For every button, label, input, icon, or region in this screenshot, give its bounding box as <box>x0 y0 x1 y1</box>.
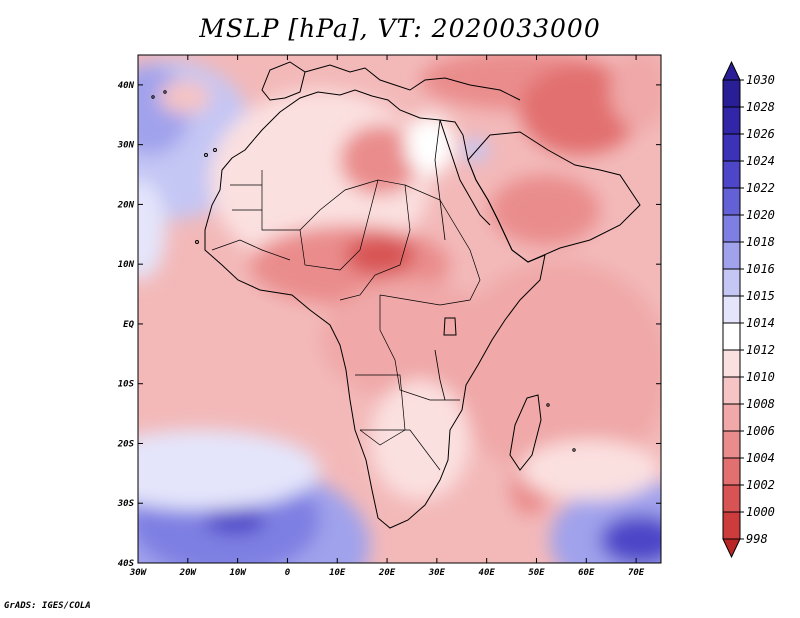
latitude-axis: 40N 30N 20N 10N EQ 10S 20S 30S 40S <box>117 81 661 569</box>
colorbar-max-arrow <box>722 60 741 81</box>
lon-tick-label: 20W <box>179 568 198 578</box>
colorbar-swatch <box>722 376 741 405</box>
lon-tick-label: 20E <box>378 568 396 578</box>
colorbar-swatch <box>722 241 741 270</box>
colorbar-swatch <box>722 430 741 459</box>
lon-tick-label: 50E <box>528 568 545 578</box>
lon-tick-label: 30W <box>129 568 148 578</box>
colorbar-swatch <box>722 268 741 297</box>
lat-tick-label: 40N <box>118 81 135 91</box>
colorbar-label: 1010 <box>746 370 775 384</box>
pressure-field <box>138 55 661 563</box>
colorbar-label: 1022 <box>746 181 775 195</box>
colorbar-label: 1024 <box>746 154 775 168</box>
colorbar-label: 1018 <box>746 235 775 249</box>
colorbar-swatch <box>722 322 741 351</box>
colorbar-swatch <box>722 214 741 243</box>
colorbar: 1030 1028 1026 1024 1022 1020 1018 1016 1015 1014… <box>722 60 775 559</box>
colorbar-swatch <box>722 511 741 540</box>
colorbar-label: 1002 <box>746 478 775 492</box>
colorbar-label: 1012 <box>746 343 775 357</box>
colorbar-label: 1030 <box>746 73 775 87</box>
lon-tick-label: 30E <box>428 568 446 578</box>
colorbar-min-arrow <box>722 538 741 559</box>
lat-tick-label: 20N <box>117 200 135 210</box>
lat-tick-label: 10S <box>118 380 135 390</box>
colorbar-swatch <box>722 457 741 486</box>
colorbar-swatch <box>722 484 741 513</box>
colorbar-swatch <box>722 133 741 162</box>
colorbar-swatch <box>722 403 741 432</box>
map-frame <box>137 54 662 564</box>
lat-tick-label: 30S <box>117 499 135 509</box>
lon-tick-label: 10E <box>329 568 346 578</box>
pressure-map <box>138 55 661 563</box>
colorbar-label: 1028 <box>746 100 775 114</box>
lon-tick-label: 70E <box>628 568 645 578</box>
colorbar-label: 1006 <box>746 424 775 438</box>
colorbar-swatch <box>722 160 741 189</box>
colorbar-label: 1008 <box>746 397 775 411</box>
colorbar-label: 1026 <box>746 127 775 141</box>
credit-text: GrADS: IGES/COLA <box>4 601 91 611</box>
colorbar-label: 1004 <box>746 451 775 465</box>
colorbar-swatch <box>722 349 741 378</box>
longitude-axis: 30W 20W 10W 0 10E 20E 30E 40E 50E 60E 70E <box>129 55 645 578</box>
lon-tick-label: 60E <box>578 568 595 578</box>
colorbar-swatch <box>722 79 741 108</box>
map-title: MSLP [hPa], VT: 2020033000 <box>199 14 601 43</box>
coastlines <box>151 61 641 529</box>
colorbar-label: 1020 <box>746 208 775 222</box>
colorbar-swatch <box>722 106 741 135</box>
lon-tick-label: 10W <box>229 568 247 578</box>
lat-tick-label: 30N <box>117 141 135 151</box>
lat-tick-label: 40S <box>118 559 135 569</box>
colorbar-label: 1000 <box>746 505 775 519</box>
lat-tick-label: EQ <box>123 320 134 330</box>
colorbar-label: 1016 <box>746 262 775 276</box>
colorbar-label: 1014 <box>746 316 775 330</box>
lat-tick-label: 20S <box>117 439 135 449</box>
lon-tick-label: 40E <box>479 568 496 578</box>
colorbar-label: 998 <box>746 532 768 546</box>
colorbar-label: 1015 <box>746 289 775 303</box>
lon-tick-label: 0 <box>285 568 291 578</box>
colorbar-swatch <box>722 295 741 324</box>
lat-tick-label: 10N <box>118 260 135 270</box>
colorbar-swatch <box>722 187 741 216</box>
